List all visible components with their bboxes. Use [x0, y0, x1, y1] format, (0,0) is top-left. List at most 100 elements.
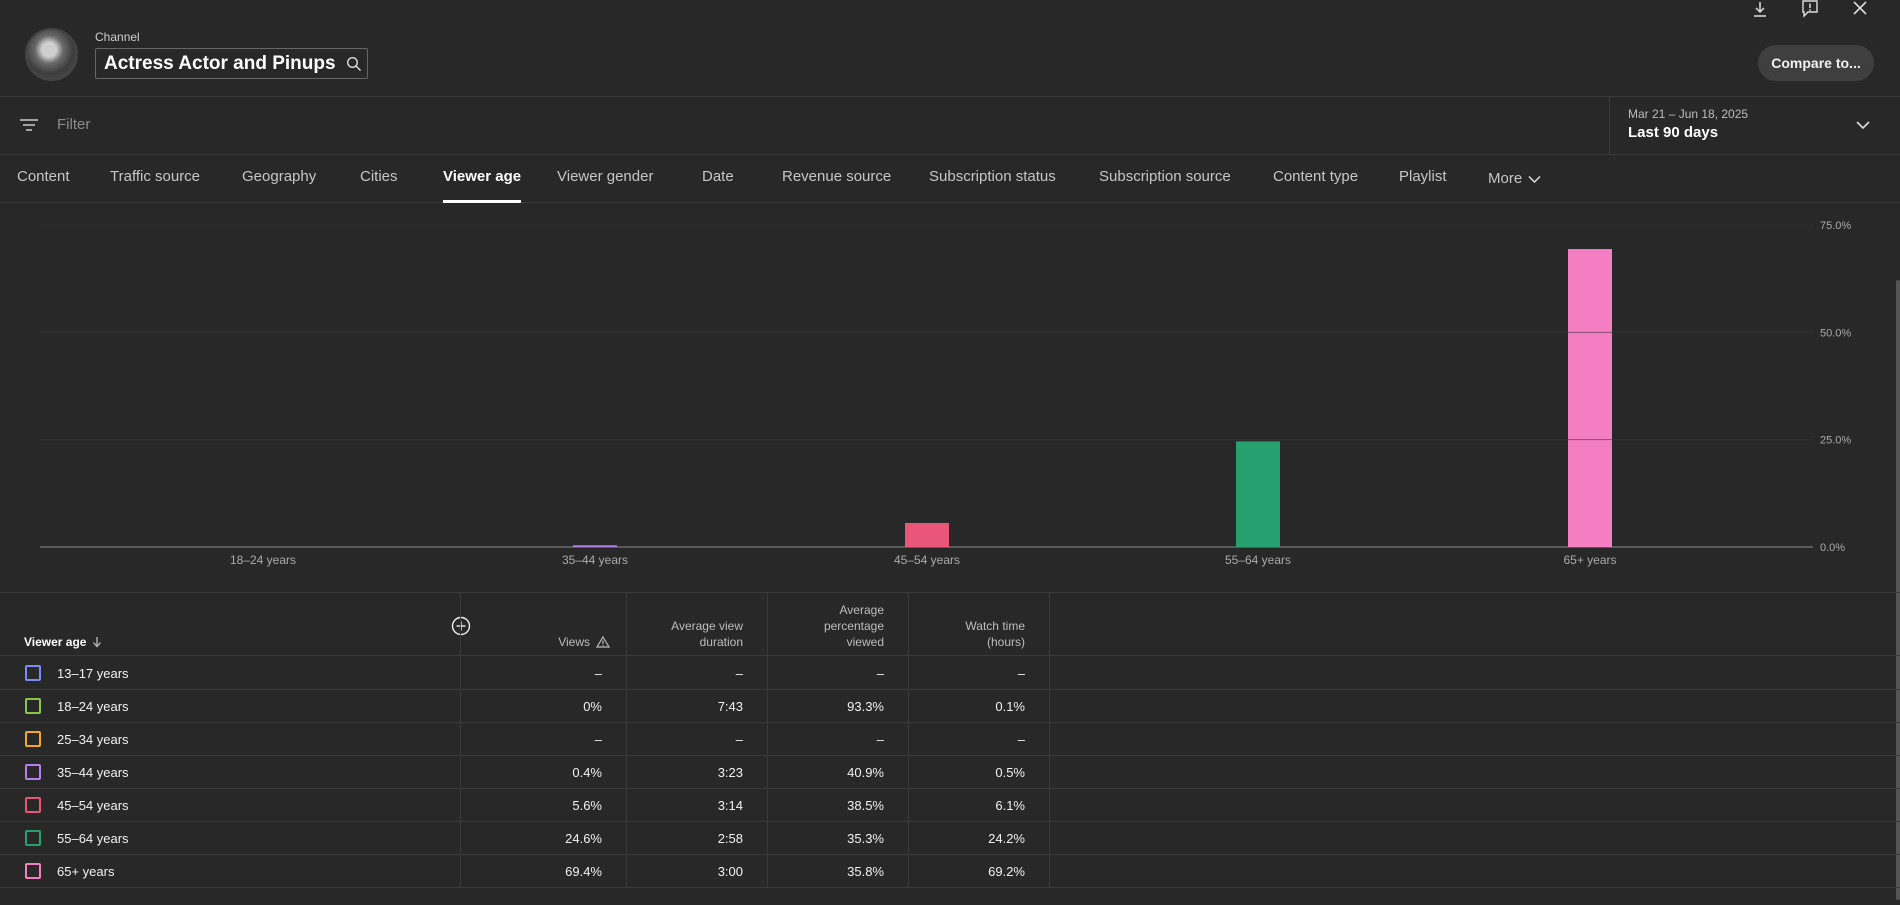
cell-pct: 40.9% — [847, 765, 884, 780]
bar-4 — [1236, 441, 1280, 547]
warning-icon[interactable] — [596, 636, 610, 648]
row-label: 45–54 years — [57, 798, 129, 813]
cell-views: – — [594, 666, 602, 681]
header-line: viewed — [846, 635, 884, 649]
filter-icon[interactable] — [19, 117, 39, 138]
y-tick-label: 25.0% — [1820, 435, 1851, 447]
cell-pct: – — [876, 666, 884, 681]
compare-button[interactable]: Compare to... — [1758, 45, 1874, 81]
tab-viewer-age[interactable]: Viewer age — [443, 155, 522, 203]
series-checkbox[interactable] — [25, 830, 41, 846]
filter-input[interactable]: Filter — [57, 116, 91, 133]
close-icon[interactable] — [1850, 0, 1870, 18]
column-header-avg-pct-viewed[interactable]: Average percentage viewed — [824, 602, 884, 650]
cell-views: 5.6% — [572, 798, 602, 813]
x-tick-label: 18–24 years — [230, 553, 296, 567]
channel-selector[interactable]: Actress Actor and Pinups — [95, 48, 368, 79]
cell-duration: 2:58 — [717, 831, 743, 846]
cell-duration: 7:43 — [717, 699, 743, 714]
table-row[interactable]: 13–17 years – – – – — [0, 657, 1900, 690]
search-icon[interactable] — [346, 56, 362, 72]
y-tick-label: 0.0% — [1820, 542, 1845, 554]
table-row[interactable]: 35–44 years 0.4% 3:23 40.9% 0.5% — [0, 756, 1900, 789]
chevron-down-icon[interactable] — [1856, 117, 1870, 135]
cell-views: 0.4% — [572, 765, 602, 780]
x-tick-label: 45–54 years — [894, 553, 960, 567]
y-tick-label: 50.0% — [1820, 327, 1851, 339]
feedback-icon[interactable] — [1800, 0, 1820, 18]
cell-pct: – — [876, 732, 884, 747]
x-tick-label: 55–64 years — [1225, 553, 1291, 567]
table-row[interactable]: 45–54 years 5.6% 3:14 38.5% 6.1% — [0, 789, 1900, 822]
series-checkbox[interactable] — [25, 731, 41, 747]
cell-pct: 93.3% — [847, 699, 884, 714]
cell-views: 69.4% — [565, 864, 602, 879]
table-row[interactable]: 55–64 years 24.6% 2:58 35.3% 24.2% — [0, 822, 1900, 855]
add-column-icon[interactable] — [451, 616, 471, 641]
cell-watch: 69.2% — [988, 864, 1025, 879]
header-line: Watch time — [965, 619, 1025, 633]
cell-watch: 0.1% — [995, 699, 1025, 714]
viewer-age-chart: 0.0% 25.0% 50.0% 75.0% 18–24 years 35–44 year… — [0, 205, 1900, 590]
tab-revenue-source[interactable]: Revenue source — [782, 168, 892, 185]
bar-5 — [1568, 249, 1612, 547]
bar-3 — [905, 522, 949, 547]
download-icon[interactable] — [1750, 0, 1770, 18]
table-row[interactable]: 25–34 years – – – – — [0, 723, 1900, 756]
top-icon-bar — [1750, 0, 1870, 18]
column-header-viewer-age[interactable]: Viewer age — [24, 634, 102, 650]
cell-watch: 24.2% — [988, 831, 1025, 846]
tab-playlist[interactable]: Playlist — [1399, 168, 1447, 185]
channel-label: Channel — [95, 30, 140, 44]
table-row[interactable]: 18–24 years 0% 7:43 93.3% 0.1% — [0, 690, 1900, 723]
series-checkbox[interactable] — [25, 797, 41, 813]
table-row[interactable]: 65+ years 69.4% 3:00 35.8% 69.2% — [0, 855, 1900, 888]
column-header-avg-view-duration[interactable]: Average view duration — [671, 618, 743, 650]
tab-date[interactable]: Date — [702, 168, 734, 185]
data-table: Viewer age Views Average view duration A… — [0, 592, 1900, 888]
tab-traffic-source[interactable]: Traffic source — [110, 168, 201, 185]
row-label: 65+ years — [57, 864, 115, 879]
x-tick-label: 35–44 years — [562, 553, 628, 567]
cell-duration: 3:14 — [717, 798, 743, 813]
cell-watch: 0.5% — [995, 765, 1025, 780]
x-tick-label: 65+ years — [1563, 553, 1616, 567]
tab-content[interactable]: Content — [17, 168, 70, 185]
series-checkbox[interactable] — [25, 665, 41, 681]
date-range-selector[interactable]: Mar 21 – Jun 18, 2025 Last 90 days — [1609, 97, 1900, 155]
channel-name: Actress Actor and Pinups — [104, 52, 336, 74]
tab-subscription-status[interactable]: Subscription status — [929, 168, 1056, 185]
cell-pct: 38.5% — [847, 798, 884, 813]
tab-cities[interactable]: Cities — [360, 168, 398, 185]
column-divider — [767, 593, 768, 887]
column-divider — [1049, 593, 1050, 887]
series-checkbox[interactable] — [25, 764, 41, 780]
filter-bar: Filter Mar 21 – Jun 18, 2025 Last 90 day… — [0, 97, 1900, 155]
cell-views: 0% — [583, 699, 602, 714]
cell-pct: 35.3% — [847, 831, 884, 846]
scrollbar[interactable] — [1896, 280, 1900, 900]
header-line: (hours) — [986, 635, 1025, 649]
column-divider — [460, 593, 461, 887]
column-divider — [908, 593, 909, 887]
channel-avatar[interactable] — [25, 28, 78, 81]
row-label: 35–44 years — [57, 765, 129, 780]
tab-content-type[interactable]: Content type — [1273, 168, 1359, 185]
column-header-watch-time[interactable]: Watch time (hours) — [965, 618, 1025, 650]
sort-down-icon[interactable] — [92, 636, 102, 648]
row-label: 55–64 years — [57, 831, 129, 846]
column-header-views[interactable]: Views — [558, 634, 610, 650]
cell-duration: 3:00 — [717, 864, 743, 879]
tab-more[interactable]: More — [1488, 155, 1541, 203]
date-range-text: Mar 21 – Jun 18, 2025 — [1628, 107, 1749, 121]
header-line: Average view — [671, 619, 743, 633]
series-checkbox[interactable] — [25, 698, 41, 714]
tab-viewer-gender[interactable]: Viewer gender — [557, 168, 654, 185]
tab-subscription-source[interactable]: Subscription source — [1099, 168, 1231, 185]
header: Channel Actress Actor and Pinups Compare… — [0, 0, 1900, 97]
series-checkbox[interactable] — [25, 863, 41, 879]
tab-geography[interactable]: Geography — [242, 168, 317, 185]
header-line: Average — [839, 603, 884, 617]
cell-duration: – — [735, 732, 743, 747]
header-line: percentage — [823, 619, 884, 633]
